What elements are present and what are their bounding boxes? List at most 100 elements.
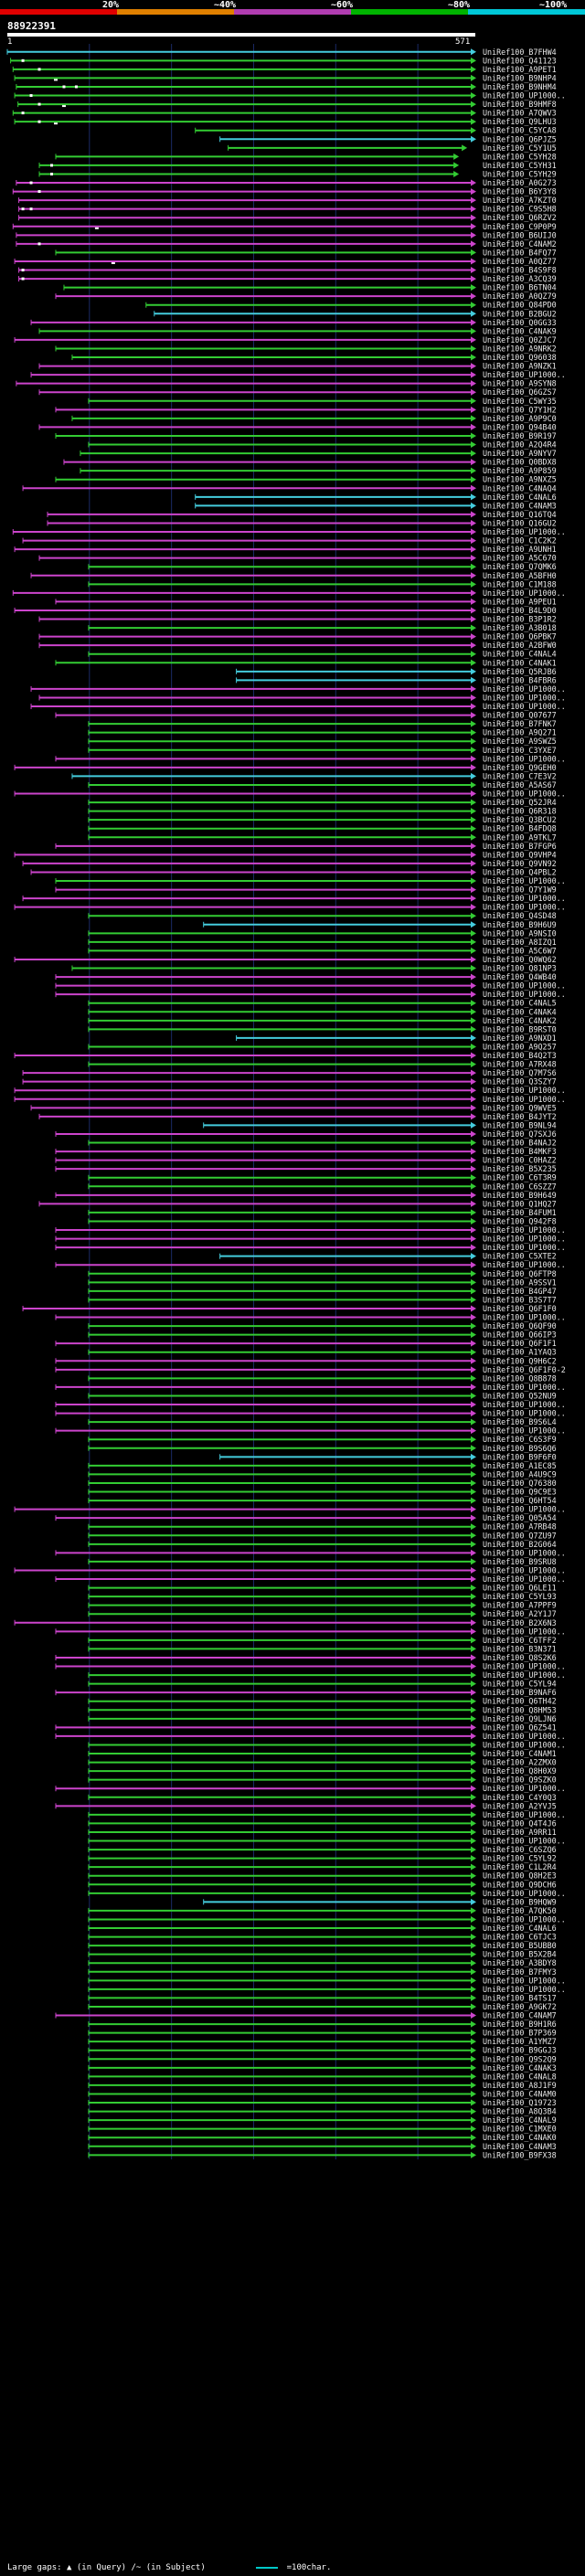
hit-id-label[interactable]: UniRef100_UP1000.. [483, 981, 566, 991]
hit-row[interactable]: UniRef100_UP1000.. [38, 693, 566, 702]
hit-row[interactable]: UniRef100_A8Q3B4 [88, 2107, 557, 2116]
hit-id-label[interactable]: UniRef100_Q6F1F0-2 [483, 1365, 566, 1374]
hit-id-label[interactable]: UniRef100_C4NAM7 [483, 2011, 557, 2020]
hit-row[interactable]: UniRef100_UP1000.. [12, 527, 566, 536]
hit-id-label[interactable]: UniRef100_UP1000.. [483, 990, 566, 999]
hit-row[interactable]: UniRef100_Q6R318 [88, 807, 557, 816]
hit-row[interactable]: UniRef100_Q7ZU97 [88, 1531, 557, 1540]
hit-id-label[interactable]: UniRef100_B4GP47 [483, 1287, 557, 1296]
hit-id-label[interactable]: UniRef100_B9HQW9 [483, 1897, 557, 1906]
hit-row[interactable]: UniRef100_UP1000.. [55, 1235, 566, 1244]
hit-row[interactable]: UniRef100_C6TFF2 [88, 1636, 557, 1645]
hit-id-label[interactable]: UniRef100_UP1000.. [483, 1837, 566, 1846]
hit-id-label[interactable]: UniRef100_Q7M7S6 [483, 1068, 557, 1077]
hit-row[interactable]: UniRef100_Q8H0X9 [88, 1766, 557, 1776]
hit-id-label[interactable]: UniRef100_A9TKL7 [483, 832, 557, 842]
hit-row[interactable]: UniRef100_B9H6U9 [203, 920, 557, 929]
hit-id-label[interactable]: UniRef100_UP1000.. [483, 790, 566, 799]
hit-row[interactable]: UniRef100_Q5RJB6 [236, 667, 557, 676]
hit-id-label[interactable]: UniRef100_UP1000.. [483, 684, 566, 694]
hit-id-label[interactable]: UniRef100_UP1000.. [483, 91, 566, 101]
hit-row[interactable]: UniRef100_Q6GZS7 [38, 387, 557, 397]
hit-id-label[interactable]: UniRef100_Q41123 [483, 56, 557, 65]
hit-row[interactable]: UniRef100_Q6TH42 [88, 1697, 557, 1706]
hit-id-label[interactable]: UniRef100_C1MXE0 [483, 2125, 557, 2134]
hit-row[interactable]: UniRef100_C4NAK3 [88, 2063, 557, 2072]
hit-id-label[interactable]: UniRef100_C4NAK3 [483, 2063, 557, 2072]
hit-row[interactable]: UniRef100_A7RX48 [88, 1060, 557, 1069]
hit-id-label[interactable]: UniRef100_Q5RJB6 [483, 667, 557, 676]
hit-id-label[interactable]: UniRef100_B7FNK7 [483, 719, 557, 728]
hit-row[interactable]: UniRef100_B3N371 [88, 1644, 557, 1653]
hit-id-label[interactable]: UniRef100_UP1000.. [483, 1313, 566, 1322]
hit-row[interactable]: UniRef100_C1MXE0 [88, 2125, 557, 2134]
hit-id-label[interactable]: UniRef100_B9RST0 [483, 1024, 557, 1034]
hit-id-label[interactable]: UniRef100_A9NSI0 [483, 928, 557, 938]
hit-id-label[interactable]: UniRef100_Q6TH42 [483, 1697, 557, 1706]
hit-row[interactable]: UniRef100_Q9LJN6 [88, 1714, 557, 1723]
hit-id-label[interactable]: UniRef100_Q9WVE5 [483, 1103, 557, 1112]
hit-row[interactable]: UniRef100_B9HMF8 [17, 100, 557, 109]
hit-id-label[interactable]: UniRef100_A9GK72 [483, 2002, 557, 2011]
hit-id-label[interactable]: UniRef100_Q9LJN6 [483, 1714, 557, 1723]
hit-row[interactable]: UniRef100_C9S5H8 [18, 205, 557, 214]
hit-row[interactable]: UniRef100_C6TJC3 [88, 1933, 557, 1942]
hit-row[interactable]: UniRef100_C4NAL5 [88, 999, 557, 1008]
hit-id-label[interactable]: UniRef100_C4NAM2 [483, 239, 557, 249]
hit-id-label[interactable]: UniRef100_Q6RZV2 [483, 213, 557, 222]
hit-id-label[interactable]: UniRef100_A9P859 [483, 466, 557, 475]
hit-id-label[interactable]: UniRef100_A3B018 [483, 623, 557, 632]
hit-id-label[interactable]: UniRef100_C6SZQ6 [483, 1845, 557, 1854]
hit-id-label[interactable]: UniRef100_Q3BCU2 [483, 815, 557, 824]
hit-id-label[interactable]: UniRef100_Q07677 [483, 711, 557, 720]
hit-id-label[interactable]: UniRef100_B9S6Q6 [483, 1444, 557, 1453]
hit-id-label[interactable]: UniRef100_Q6F1F1 [483, 1339, 557, 1348]
hit-row[interactable]: UniRef100_A2BFW0 [38, 641, 557, 650]
hit-id-label[interactable]: UniRef100_C6TJC3 [483, 1933, 557, 1942]
hit-id-label[interactable]: UniRef100_UP1000.. [483, 894, 566, 903]
hit-id-label[interactable]: UniRef100_A9Q257 [483, 1042, 557, 1051]
hit-row[interactable]: UniRef100_B2BGU2 [154, 309, 557, 318]
hit-row[interactable]: UniRef100_UP1000.. [55, 1400, 566, 1409]
hit-id-label[interactable]: UniRef100_Q7SXJ6 [483, 1129, 557, 1139]
hit-row[interactable]: UniRef100_Q9LHU3 [14, 117, 557, 126]
hit-id-label[interactable]: UniRef100_B4NAJ2 [483, 1139, 557, 1148]
hit-row[interactable]: UniRef100_Q05A54 [55, 1513, 557, 1522]
hit-row[interactable]: UniRef100_Q9DCH6 [88, 1880, 557, 1889]
hit-row[interactable]: UniRef100_UP1000.. [14, 1095, 566, 1104]
hit-id-label[interactable]: UniRef100_UP1000.. [483, 1914, 566, 1924]
hit-row[interactable]: UniRef100_A2Y1J7 [88, 1609, 557, 1618]
hit-id-label[interactable]: UniRef100_Q4PBL2 [483, 867, 557, 876]
hit-row[interactable]: UniRef100_B4JYT2 [38, 1112, 557, 1121]
hit-row[interactable]: UniRef100_UP1000.. [55, 1784, 566, 1793]
hit-row[interactable]: UniRef100_A9SYN8 [16, 379, 557, 388]
hit-row[interactable]: UniRef100_Q942F8 [88, 1216, 557, 1225]
hit-row[interactable]: UniRef100_UP1000.. [55, 754, 566, 763]
hit-id-label[interactable]: UniRef100_A9SSV1 [483, 1277, 557, 1287]
hit-id-label[interactable]: UniRef100_B9HMF8 [483, 100, 557, 109]
hit-id-label[interactable]: UniRef100_C5XTE2 [483, 1252, 557, 1261]
hit-id-label[interactable]: UniRef100_Q7Y1W9 [483, 885, 557, 895]
hit-id-label[interactable]: UniRef100_B9GGJ3 [483, 2046, 557, 2055]
hit-id-label[interactable]: UniRef100_A9P9C0 [483, 414, 557, 423]
hit-row[interactable]: UniRef100_Q76380 [88, 1479, 557, 1488]
hit-id-label[interactable]: UniRef100_A4U9C9 [483, 1469, 557, 1479]
hit-id-label[interactable]: UniRef100_A9PET1 [483, 65, 557, 74]
hit-id-label[interactable]: UniRef100_A9Q271 [483, 728, 557, 737]
hit-row[interactable]: UniRef100_Q8B878 [88, 1373, 557, 1383]
hit-row[interactable]: UniRef100_B4GP47 [88, 1287, 557, 1296]
hit-row[interactable]: UniRef100_UP1000.. [88, 1837, 566, 1846]
hit-row[interactable]: UniRef100_Q9H6C2 [55, 1356, 557, 1365]
hit-id-label[interactable]: UniRef100_B4S9F8 [483, 266, 557, 275]
hit-row[interactable]: UniRef100_A9NZK1 [38, 362, 557, 371]
hit-id-label[interactable]: UniRef100_Q19723 [483, 2098, 557, 2107]
hit-id-label[interactable]: UniRef100_Q6HT54 [483, 1496, 557, 1505]
hit-id-label[interactable]: UniRef100_UP1000.. [483, 1548, 566, 1557]
hit-row[interactable]: UniRef100_B9NL94 [203, 1120, 557, 1129]
hit-row[interactable]: UniRef100_Q6PBK7 [38, 632, 557, 641]
hit-row[interactable]: UniRef100_Q8H2E3 [88, 1871, 557, 1881]
hit-row[interactable]: UniRef100_A2Q4R4 [88, 440, 557, 450]
hit-id-label[interactable]: UniRef100_C5YL92 [483, 1854, 557, 1863]
hit-row[interactable]: UniRef100_C4NAL9 [88, 2115, 557, 2125]
hit-id-label[interactable]: UniRef100_C6SZZ7 [483, 1182, 557, 1191]
